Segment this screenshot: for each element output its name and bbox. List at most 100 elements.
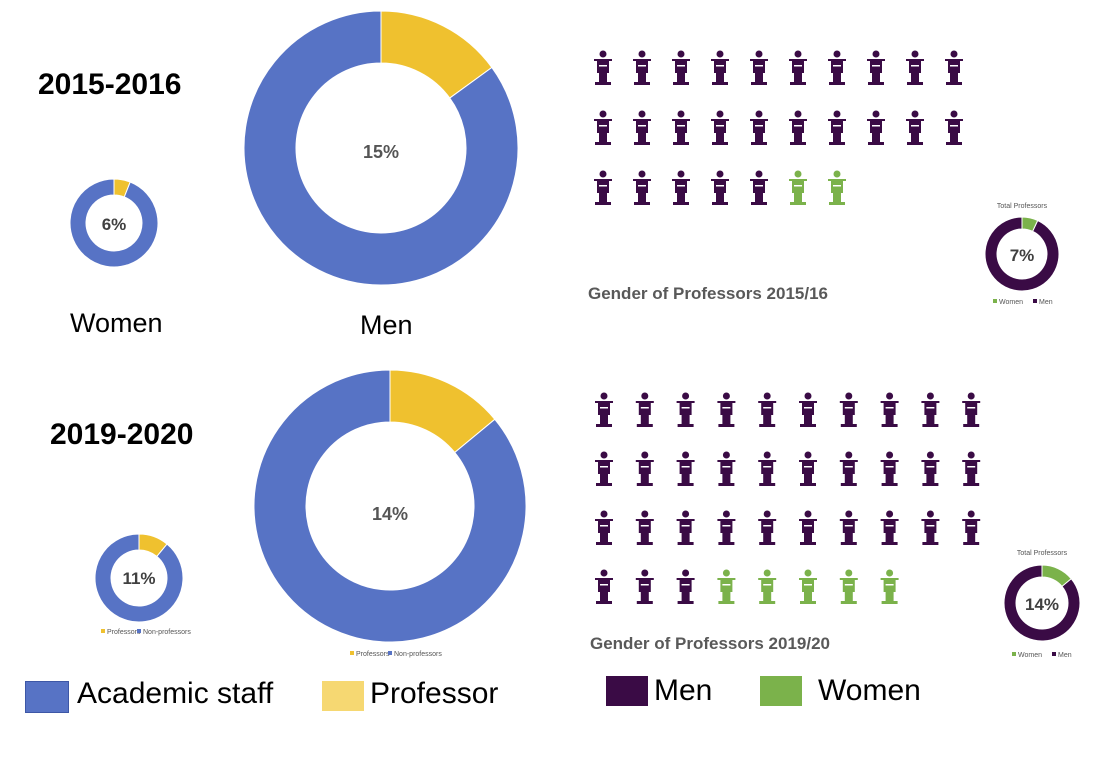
person-icon bbox=[799, 451, 817, 486]
women-2019-legend-nonprof: Non-professors bbox=[143, 629, 191, 636]
person-icon bbox=[880, 510, 899, 545]
slice-non-professors bbox=[243, 10, 519, 286]
person-icon bbox=[880, 451, 899, 486]
total-2015-legend-men-swatch bbox=[1033, 299, 1037, 303]
person-icon bbox=[789, 50, 807, 85]
legend-academic-staff-swatch bbox=[25, 681, 69, 713]
donut-men-2015 bbox=[243, 10, 519, 286]
slice-non-professors bbox=[69, 178, 159, 268]
total-prof-2019-title: Total Professors bbox=[1017, 550, 1068, 557]
person-icon bbox=[595, 569, 613, 604]
legend-men-swatch bbox=[606, 676, 648, 706]
women-2019-legend-prof: Professors bbox=[107, 629, 141, 636]
person-icon bbox=[839, 392, 858, 427]
person-icon bbox=[758, 510, 777, 545]
pictogram-2015-title: Gender of Professors 2015/16 bbox=[588, 284, 829, 303]
legend-professor: Professor bbox=[370, 677, 499, 710]
person-icon bbox=[758, 392, 777, 427]
person-icon bbox=[594, 50, 612, 85]
person-icon bbox=[789, 110, 807, 145]
men-label: Men bbox=[360, 310, 413, 340]
pictogram-2015 bbox=[594, 50, 963, 205]
men-2019-legend-nonprof-swatch bbox=[388, 651, 392, 655]
person-icon bbox=[635, 569, 654, 604]
year-label-2019: 2019-2020 bbox=[50, 418, 194, 451]
person-icon bbox=[962, 392, 981, 427]
person-icon bbox=[799, 510, 817, 545]
donut-women-2015 bbox=[69, 178, 159, 268]
donut-men-2015-label: 15% bbox=[363, 142, 399, 162]
total-2019-legend-women-swatch bbox=[1012, 652, 1016, 656]
person-icon bbox=[839, 569, 858, 604]
person-icon bbox=[672, 170, 690, 205]
person-icon bbox=[594, 110, 612, 145]
person-icon bbox=[799, 392, 817, 427]
person-icon bbox=[828, 110, 846, 145]
year-label-2015: 2015-2016 bbox=[38, 68, 182, 101]
donut-women-2019 bbox=[94, 533, 184, 623]
person-icon bbox=[676, 569, 695, 604]
person-icon bbox=[828, 50, 846, 85]
pictogram-2019-title: Gender of Professors 2019/20 bbox=[590, 634, 831, 653]
slice-non-professors bbox=[94, 533, 184, 623]
total-2015-legend-women-swatch bbox=[993, 299, 997, 303]
total-2019-legend-men-swatch bbox=[1052, 652, 1056, 656]
person-icon bbox=[789, 170, 807, 205]
person-icon bbox=[799, 569, 817, 604]
person-icon bbox=[717, 510, 736, 545]
person-icon bbox=[633, 170, 651, 205]
slice-men bbox=[984, 216, 1060, 292]
total-2019-legend-men: Men bbox=[1058, 652, 1072, 659]
legend-women-swatch bbox=[760, 676, 802, 706]
person-icon bbox=[758, 569, 777, 604]
person-icon bbox=[906, 110, 924, 145]
person-icon bbox=[945, 50, 963, 85]
person-icon bbox=[867, 50, 885, 85]
person-icon bbox=[750, 170, 768, 205]
slice-non-professors bbox=[253, 369, 527, 643]
person-icon bbox=[595, 392, 613, 427]
women-2019-legend-nonprof-swatch bbox=[137, 629, 141, 633]
person-icon bbox=[633, 50, 651, 85]
person-icon bbox=[635, 392, 654, 427]
total-2019-legend-women: Women bbox=[1018, 652, 1042, 659]
total-2015-legend-women: Women bbox=[999, 299, 1023, 306]
donut-total-prof-2015-label: 7% bbox=[1010, 246, 1035, 265]
men-2019-legend-nonprof: Non-professors bbox=[394, 651, 442, 658]
person-icon bbox=[635, 510, 654, 545]
donut-total-prof-2019-label: 14% bbox=[1025, 595, 1059, 614]
person-icon bbox=[595, 451, 613, 486]
donut-men-2019 bbox=[253, 369, 527, 643]
donut-men-2019-label: 14% bbox=[372, 504, 408, 524]
person-icon bbox=[880, 569, 899, 604]
person-icon bbox=[595, 510, 613, 545]
legend-academic-staff: Academic staff bbox=[77, 677, 274, 710]
person-icon bbox=[921, 451, 940, 486]
person-icon bbox=[633, 110, 651, 145]
person-icon bbox=[711, 110, 729, 145]
person-icon bbox=[717, 392, 736, 427]
person-icon bbox=[828, 170, 846, 205]
legend-women: Women bbox=[818, 674, 921, 707]
legend-professor-swatch bbox=[322, 681, 364, 711]
person-icon bbox=[921, 392, 940, 427]
donut-total-prof-2019 bbox=[1003, 564, 1081, 642]
person-icon bbox=[921, 510, 940, 545]
slice-men bbox=[1003, 564, 1081, 642]
women-label: Women bbox=[70, 308, 163, 338]
person-icon bbox=[758, 451, 777, 486]
women-2019-legend-prof-swatch bbox=[101, 629, 105, 633]
person-icon bbox=[839, 510, 858, 545]
person-icon bbox=[839, 451, 858, 486]
person-icon bbox=[676, 451, 695, 486]
person-icon bbox=[750, 110, 768, 145]
person-icon bbox=[711, 170, 729, 205]
person-icon bbox=[867, 110, 885, 145]
pictogram-2019 bbox=[595, 392, 981, 604]
person-icon bbox=[906, 50, 924, 85]
donut-women-2019-label: 11% bbox=[122, 569, 155, 588]
total-2015-legend-men: Men bbox=[1039, 299, 1053, 306]
person-icon bbox=[750, 50, 768, 85]
person-icon bbox=[711, 50, 729, 85]
